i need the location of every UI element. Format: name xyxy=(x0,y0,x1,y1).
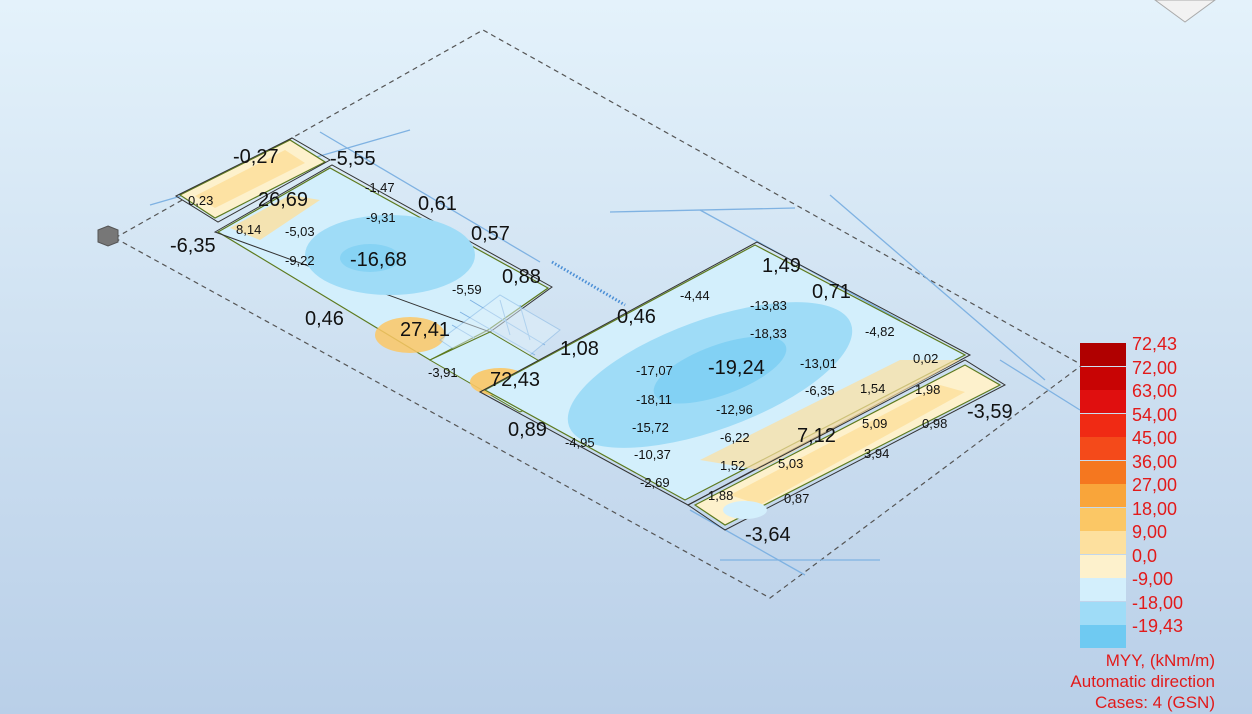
value-label: -13,83 xyxy=(750,298,787,313)
legend-swatch xyxy=(1080,507,1126,531)
legend-label: -19,43 xyxy=(1132,616,1184,636)
result-quantity: MYY, (kNm/m) xyxy=(1105,651,1215,670)
value-label: 1,88 xyxy=(708,488,733,503)
value-label: 0,87 xyxy=(784,491,809,506)
value-label: -9,22 xyxy=(285,253,315,268)
slab-right xyxy=(478,241,972,506)
value-label: -0,27 xyxy=(233,146,279,168)
value-label: -12,96 xyxy=(716,402,753,417)
value-label: -5,03 xyxy=(285,224,315,239)
value-label: -15,72 xyxy=(632,420,669,435)
legend-label: 54,00 xyxy=(1132,404,1178,425)
legend-label: 9,00 xyxy=(1132,522,1168,542)
result-direction: Automatic direction xyxy=(1070,672,1215,691)
legend-swatch xyxy=(1080,460,1126,484)
value-label: 1,54 xyxy=(860,381,885,396)
view-cube-icon[interactable] xyxy=(1150,0,1220,36)
value-label: 7,12 xyxy=(797,425,836,447)
result-cases: Cases: 4 (GSN) xyxy=(1095,693,1215,712)
value-label: -9,31 xyxy=(366,210,396,225)
slab-top-left xyxy=(174,137,332,223)
value-label: 3,94 xyxy=(864,446,889,461)
color-legend: 72,43 72,00 63,00 54,00 45,00 36,00 27,00 18,00… xyxy=(1080,335,1252,714)
legend-label: 36,00 xyxy=(1132,451,1178,472)
legend-swatch xyxy=(1080,343,1126,366)
value-label: -4,95 xyxy=(565,435,595,450)
value-labels: -0,27 -5,55 0,23 26,69 -1,47 0,61 -9,31 … xyxy=(170,146,1013,546)
value-label: 5,03 xyxy=(778,456,803,471)
bounding-outline xyxy=(113,29,1084,599)
value-label: -18,11 xyxy=(636,392,672,407)
value-label: 0,71 xyxy=(812,281,851,303)
value-label: -3,91 xyxy=(428,365,458,380)
slab-left xyxy=(213,164,553,361)
value-label: 0,02 xyxy=(913,351,938,366)
dotted-edge xyxy=(551,260,626,307)
value-label: -5,55 xyxy=(330,148,376,170)
value-label: -18,33 xyxy=(750,326,787,341)
legend-swatch xyxy=(1080,531,1126,554)
legend-swatch xyxy=(1080,578,1126,601)
slab-right-lower xyxy=(687,359,1007,531)
legend-label: 0,0 xyxy=(1132,545,1158,566)
value-label: 1,52 xyxy=(720,458,745,473)
legend-caption: MYY, (kNm/m) Automatic direction Cases: … xyxy=(935,650,1215,713)
value-label: 0,57 xyxy=(471,223,510,245)
value-label: 26,69 xyxy=(258,189,308,211)
legend-swatch xyxy=(1080,413,1126,437)
value-label: 0,89 xyxy=(508,419,547,441)
value-label: -2,69 xyxy=(640,475,670,490)
value-label: 0,98 xyxy=(922,416,947,431)
legend-label: 72,00 xyxy=(1132,357,1178,378)
value-label: -17,07 xyxy=(636,363,673,378)
legend-swatch xyxy=(1080,484,1126,507)
legend-swatch xyxy=(1080,625,1126,648)
legend-swatch xyxy=(1080,390,1126,413)
legend-swatch xyxy=(1080,366,1126,390)
value-label: 1,08 xyxy=(560,338,599,360)
legend-label: -18,00 xyxy=(1132,592,1184,613)
value-label: -6,35 xyxy=(170,235,216,257)
value-label: 0,46 xyxy=(305,308,344,330)
value-label: 0,23 xyxy=(188,193,213,208)
value-label: -3,59 xyxy=(967,401,1013,423)
value-label: 1,49 xyxy=(762,255,801,277)
legend-label: 27,00 xyxy=(1132,475,1178,495)
value-label: 72,43 xyxy=(490,369,540,391)
legend-label: 45,00 xyxy=(1132,428,1178,448)
value-label: -19,24 xyxy=(708,357,765,379)
value-label: 0,46 xyxy=(617,306,656,328)
value-label: 0,88 xyxy=(502,266,541,288)
value-label: -1,47 xyxy=(365,180,395,195)
legend-label: -9,00 xyxy=(1132,569,1174,589)
value-label: -4,82 xyxy=(865,324,895,339)
value-label: -5,59 xyxy=(452,282,482,297)
legend-swatch xyxy=(1080,554,1126,578)
value-label: 1,98 xyxy=(915,382,940,397)
value-label: -10,37 xyxy=(634,447,671,462)
legend-label: 72,43 xyxy=(1132,334,1178,354)
legend-swatch xyxy=(1080,437,1126,460)
legend-swatch xyxy=(1080,601,1126,625)
value-label: -16,68 xyxy=(350,249,407,271)
value-label: 8,14 xyxy=(236,222,261,237)
value-label: 27,41 xyxy=(400,319,450,341)
value-label: -4,44 xyxy=(680,288,710,303)
value-label: -13,01 xyxy=(800,356,837,371)
value-label: -6,22 xyxy=(720,430,750,445)
value-label: -6,35 xyxy=(805,383,835,398)
legend-label: 63,00 xyxy=(1132,381,1178,401)
legend-label: 18,00 xyxy=(1132,498,1178,519)
value-label: 0,61 xyxy=(418,193,457,215)
value-label: -3,64 xyxy=(745,524,791,546)
support-node-icon[interactable] xyxy=(97,225,119,247)
value-label: 5,09 xyxy=(862,416,887,431)
